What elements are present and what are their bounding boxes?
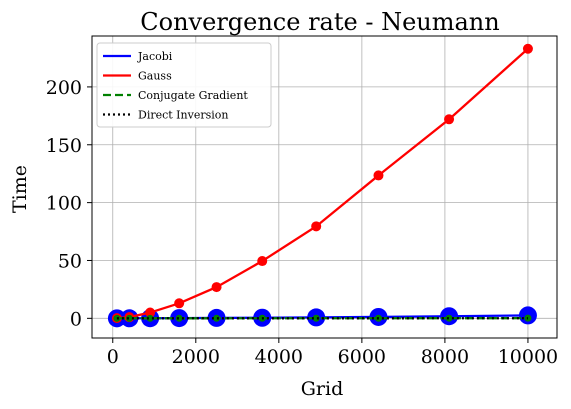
x-tick-label: 4000 (255, 346, 303, 368)
data-point (211, 282, 222, 293)
data-point (373, 170, 384, 181)
data-point (522, 43, 533, 54)
data-point (445, 314, 453, 322)
data-point (125, 314, 133, 322)
chart-title: Convergence rate - Neumann (140, 8, 499, 36)
y-tick-label: 0 (70, 308, 82, 330)
y-axis-label: Time (9, 165, 31, 213)
data-point (444, 114, 455, 125)
x-tick-label: 2000 (172, 346, 220, 368)
data-point (257, 256, 268, 267)
legend: Jacobi Gauss Conjugate Gradient Direct Inve… (96, 42, 272, 128)
data-point (311, 221, 322, 232)
x-tick-label: 0 (107, 346, 119, 368)
series-0 (107, 306, 537, 328)
data-point (312, 314, 320, 322)
x-axis-label: Grid (301, 378, 344, 400)
plot-frame (91, 35, 558, 339)
ticks: 0 2000 4000 6000 8000 10000 0 50 100 150 200 (46, 77, 558, 368)
y-tick-label: 50 (58, 250, 82, 272)
legend-box (96, 42, 272, 128)
x-tick-label: 10000 (498, 346, 558, 368)
data-point (175, 314, 183, 322)
data-point (145, 307, 156, 318)
data-point (174, 298, 185, 309)
legend-label: Direct Inversion (138, 109, 228, 122)
y-tick-label: 100 (46, 193, 82, 215)
legend-label: Conjugate Gradient (138, 89, 248, 102)
series-line (116, 47, 529, 320)
legend-label: Jacobi (137, 50, 173, 63)
series-layer (107, 43, 537, 328)
data-point (146, 314, 154, 322)
data-point (524, 314, 532, 322)
x-tick-label: 6000 (338, 346, 386, 368)
data-point (213, 314, 221, 322)
x-tick-label: 8000 (421, 346, 469, 368)
y-tick-label: 150 (46, 135, 82, 157)
y-tick-label: 200 (46, 77, 82, 99)
legend-label: Gauss (138, 70, 172, 83)
series-1 (111, 43, 533, 324)
